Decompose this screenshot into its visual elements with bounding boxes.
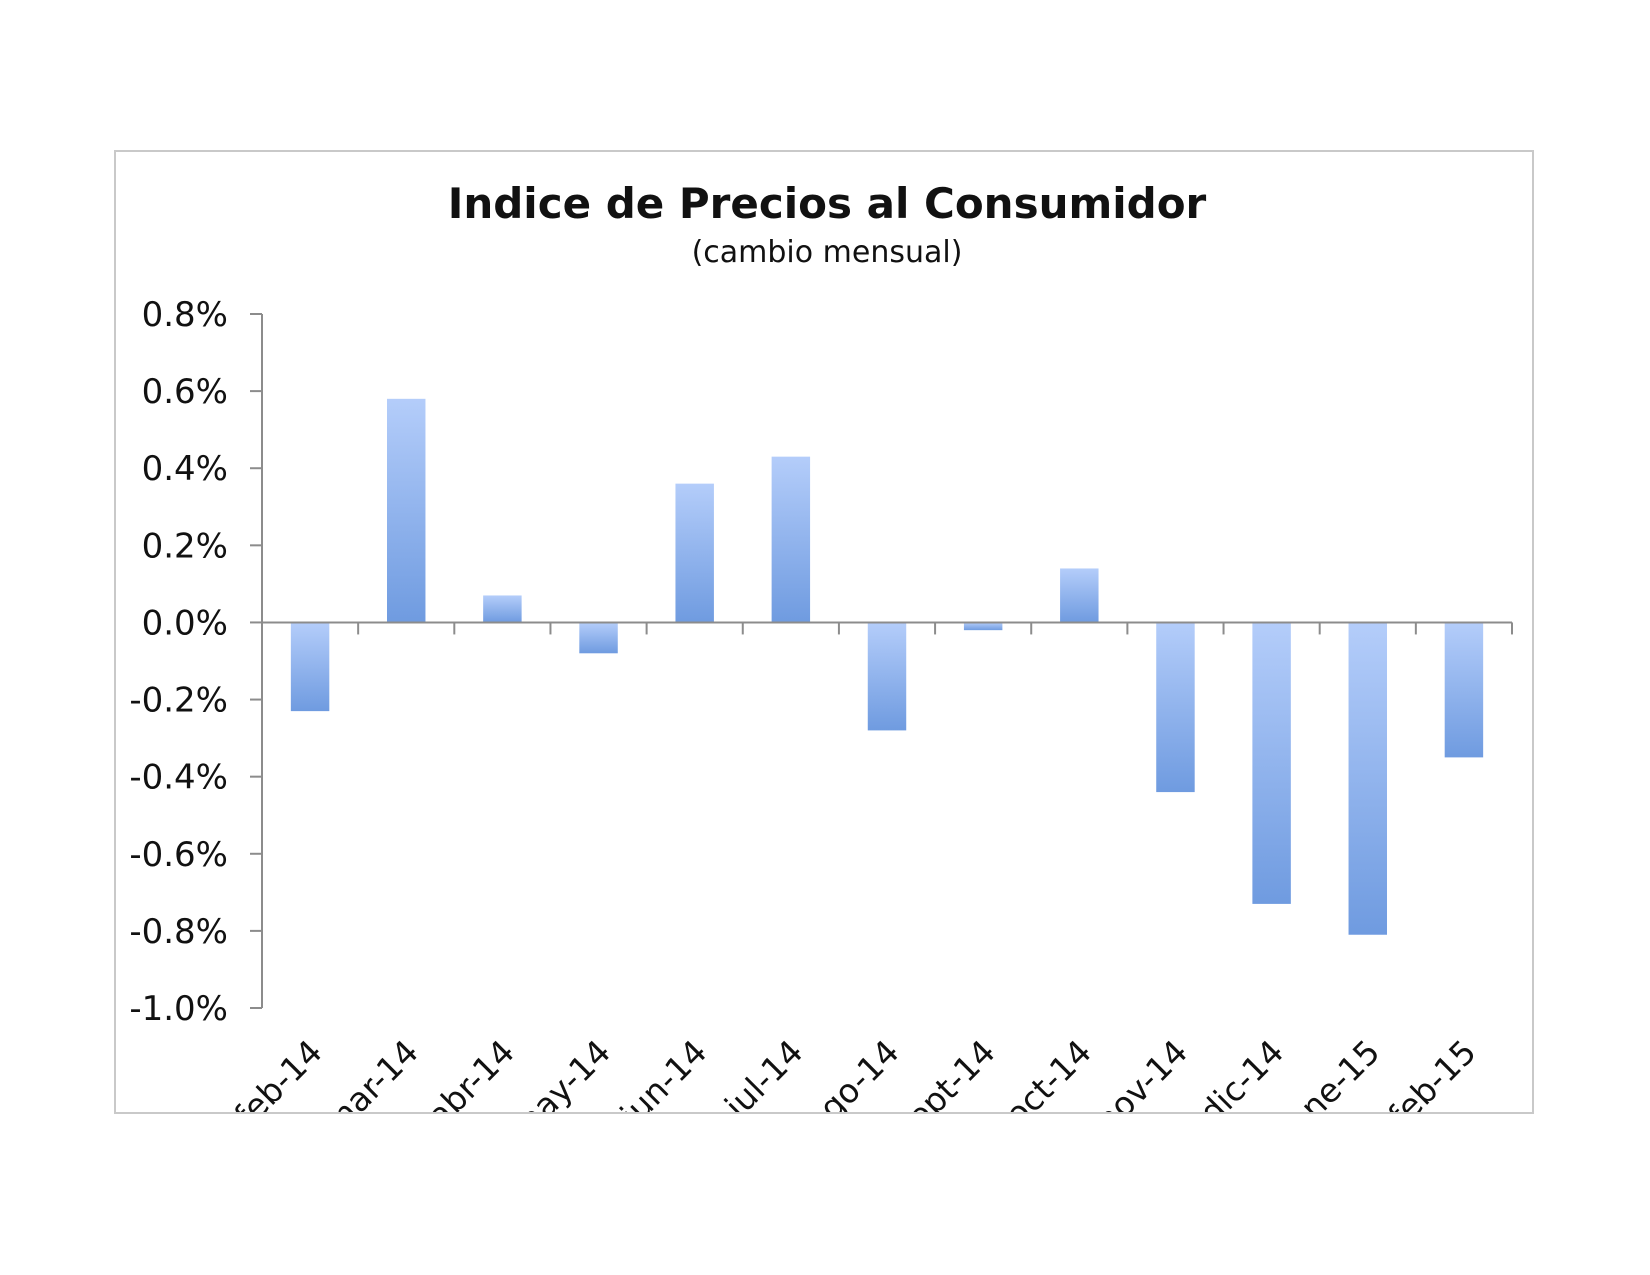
x-tick-label: nov-14 bbox=[1087, 1032, 1195, 1112]
bar-oct-14 bbox=[1060, 568, 1099, 623]
bar-ene-15 bbox=[1348, 622, 1387, 935]
bar-nov-14 bbox=[1156, 622, 1195, 793]
bar-sept-14 bbox=[963, 622, 1003, 631]
x-tick-label: jul-14 bbox=[716, 1032, 810, 1112]
y-tick-label: 0.4% bbox=[142, 449, 228, 489]
y-tick-label: -0.2% bbox=[129, 681, 228, 721]
y-tick-label: -0.4% bbox=[129, 758, 228, 798]
y-tick-label: 0.0% bbox=[142, 603, 228, 643]
y-tick-label: -0.8% bbox=[129, 912, 228, 952]
bars-group bbox=[290, 398, 1484, 935]
chart-frame: Indice de Precios al Consumidor (cambio … bbox=[114, 150, 1534, 1114]
x-tick-label: may-14 bbox=[502, 1032, 618, 1112]
y-tick-label: -0.6% bbox=[129, 835, 228, 875]
bar-feb-14 bbox=[290, 622, 330, 712]
y-tick-label: -1.0% bbox=[129, 989, 228, 1029]
bar-dic-14 bbox=[1252, 622, 1291, 904]
y-tick-label: 0.2% bbox=[142, 526, 228, 566]
bar-feb-15 bbox=[1444, 622, 1484, 758]
x-tick-label: feb-15 bbox=[1380, 1032, 1483, 1112]
x-tick-label: feb-14 bbox=[227, 1032, 330, 1112]
bar-jun-14 bbox=[675, 483, 714, 623]
y-tick-label: 0.6% bbox=[142, 372, 228, 412]
bar-may-14 bbox=[579, 622, 618, 654]
chart-title: Indice de Precios al Consumidor bbox=[448, 179, 1207, 228]
x-tick-label: sept-14 bbox=[887, 1032, 1003, 1112]
x-tick-label: abr-14 bbox=[419, 1032, 522, 1112]
x-tick-label: ene-15 bbox=[1278, 1032, 1387, 1112]
y-tick-label: 0.8% bbox=[142, 295, 228, 335]
bar-chart: Indice de Precios al Consumidor (cambio … bbox=[129, 179, 1513, 1112]
x-tick-label: jun-14 bbox=[612, 1032, 714, 1112]
x-tick-label: oct-14 bbox=[997, 1032, 1099, 1112]
y-axis: 0.8% 0.6% 0.4% 0.2% 0.0% -0.2% -0.4% -0.6% -0.8%… bbox=[129, 295, 263, 1029]
bar-jul-14 bbox=[771, 456, 811, 623]
bar-abr-14 bbox=[483, 595, 522, 623]
x-tick-label: ago-14 bbox=[797, 1032, 907, 1112]
x-tick-label: mar-14 bbox=[315, 1032, 426, 1112]
chart-subtitle: (cambio mensual) bbox=[692, 235, 963, 270]
bar-ago-14 bbox=[867, 622, 907, 731]
x-tick-label: dic-14 bbox=[1191, 1032, 1291, 1112]
bar-mar-14 bbox=[387, 398, 426, 623]
